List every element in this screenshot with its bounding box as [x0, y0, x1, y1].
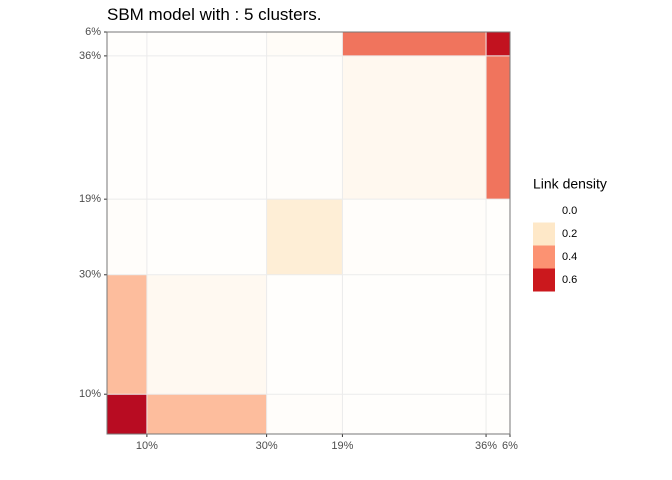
heatmap-cell — [107, 32, 147, 56]
x-tick-label: 30% — [256, 440, 278, 452]
heatmap-cell — [266, 199, 343, 275]
legend-swatch — [533, 245, 555, 269]
legend-label: 0.4 — [562, 251, 577, 263]
legend-swatch — [533, 222, 555, 246]
y-tick-label: 36% — [79, 50, 101, 62]
y-tick-label: 30% — [79, 269, 101, 281]
heatmap-cell — [342, 55, 487, 200]
heatmap-cell — [107, 55, 147, 200]
x-tick-label: 6% — [502, 440, 518, 452]
heatmap-cell — [266, 274, 343, 395]
chart-title: SBM model with : 5 clusters. — [107, 5, 321, 24]
heatmap-cell — [342, 199, 487, 275]
legend-title: Link density — [533, 176, 607, 192]
legend-label: 0.2 — [562, 228, 577, 240]
y-tick-label: 6% — [85, 26, 101, 38]
heatmap-cell — [266, 32, 343, 56]
legend-label: 0.0 — [562, 205, 577, 217]
heatmap-cell — [486, 32, 510, 56]
legend-swatch — [533, 199, 555, 223]
heatmap-cell — [486, 274, 510, 395]
heatmap-cell — [146, 199, 267, 275]
x-tick-label: 19% — [331, 440, 353, 452]
legend-label: 0.6 — [562, 274, 577, 286]
heatmap-cell — [146, 32, 267, 56]
heatmap-cell — [146, 274, 267, 395]
heatmap-cell — [107, 394, 147, 434]
heatmap-cell — [146, 394, 267, 434]
heatmap-cell — [146, 55, 267, 200]
heatmap-cell — [266, 394, 343, 434]
panel-border — [106, 31, 511, 435]
heatmap-cell — [107, 274, 147, 395]
heatmap-cell — [266, 55, 343, 200]
legend-swatch — [533, 268, 555, 292]
heatmap-cell — [107, 199, 147, 275]
y-tick-label: 19% — [79, 193, 101, 205]
y-tick-label: 10% — [79, 388, 101, 400]
heatmap-cell — [342, 394, 487, 434]
heatmap-cell — [486, 394, 510, 434]
heatmap-cell — [342, 274, 487, 395]
heatmap-cell — [486, 55, 510, 200]
x-tick-label: 10% — [136, 440, 158, 452]
x-tick-label: 36% — [475, 440, 497, 452]
heatmap-cell — [342, 32, 487, 56]
heatmap-cell — [486, 199, 510, 275]
